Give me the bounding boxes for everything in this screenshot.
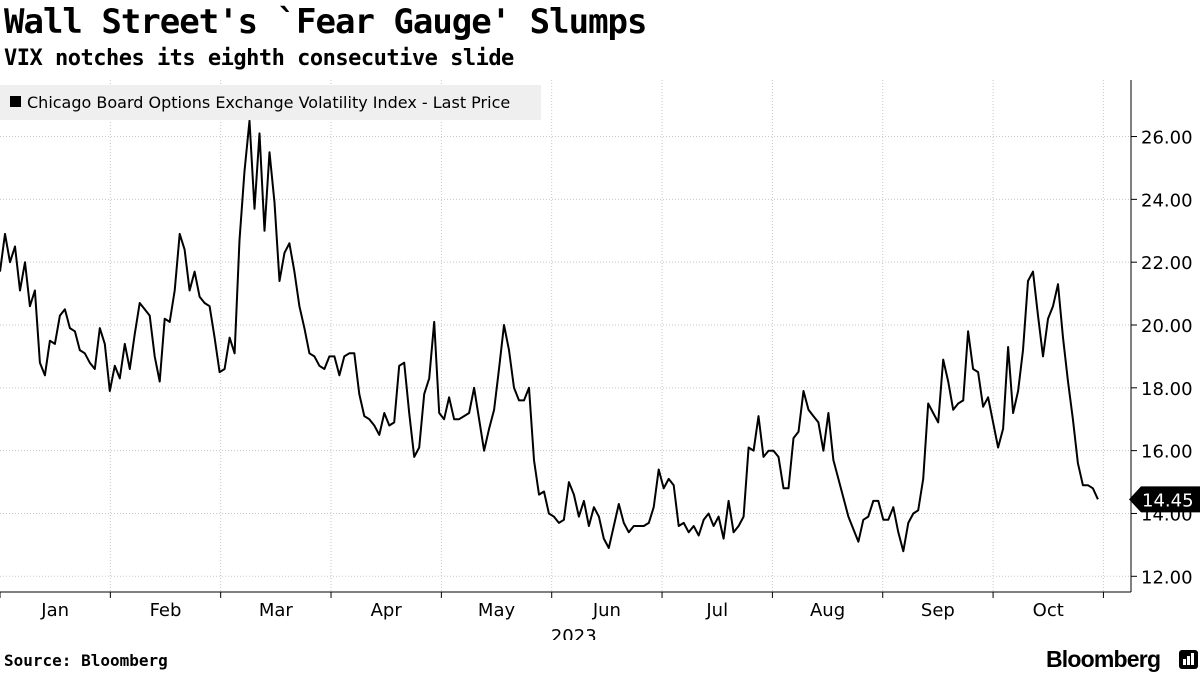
x-tick-label: Jul: [705, 600, 728, 621]
vix-series-line: [0, 119, 1099, 553]
x-tick-label: Jan: [40, 600, 69, 621]
y-tick-label: 26.00: [1141, 128, 1193, 149]
y-tick-label: 24.00: [1141, 190, 1193, 211]
legend-label: Chicago Board Options Exchange Volatilit…: [27, 93, 510, 112]
last-value-label: 14.45: [1142, 490, 1194, 511]
y-tick-label: 22.00: [1141, 253, 1193, 274]
gridlines: [0, 80, 1131, 592]
vix-line-chart: 12.0014.0016.0018.0020.0022.0024.0026.00…: [0, 80, 1200, 640]
x-axis: Jan Feb Mar Apr May Jun Jul Aug Sep Oct 2023: [0, 591, 1131, 640]
x-tick-label: Jun: [592, 600, 621, 621]
x-tick-label: Apr: [371, 600, 403, 621]
chart-title: Wall Street's `Fear Gauge' Slumps: [4, 2, 648, 42]
last-value-badge: [1129, 486, 1200, 513]
y-tick-label: 20.00: [1141, 316, 1193, 337]
y-tick-label: 16.00: [1141, 442, 1193, 463]
y-tick-label: 18.00: [1141, 379, 1193, 400]
x-tick-label: Feb: [150, 600, 182, 621]
y-tick-label: 12.00: [1141, 567, 1193, 588]
legend-swatch: [10, 96, 21, 107]
legend-background: [0, 85, 541, 120]
x-year-label: 2023: [551, 626, 597, 640]
legend: Chicago Board Options Exchange Volatilit…: [0, 85, 541, 120]
bloomberg-logo: Bloomberg: [1046, 646, 1161, 672]
x-tick-label: Aug: [810, 600, 845, 621]
x-tick-label: Sep: [921, 600, 955, 621]
chart-subtitle: VIX notches its eighth consecutive slide: [4, 46, 514, 71]
source-note: Source: Bloomberg: [4, 651, 168, 670]
bloomberg-bars-icon: [1179, 650, 1198, 669]
last-value-marker: 14.45: [1129, 486, 1200, 513]
x-tick-label: May: [478, 600, 516, 621]
x-tick-label: Oct: [1033, 600, 1064, 621]
x-tick-label: Mar: [259, 600, 294, 621]
